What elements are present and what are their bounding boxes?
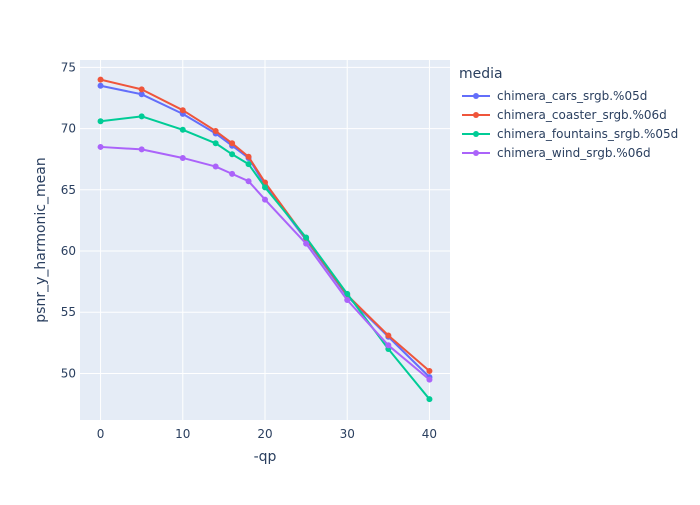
- series-2-point: [426, 368, 433, 375]
- series-4-point: [344, 297, 351, 303]
- legend-label: chimera_fountains_srgb.%05d: [497, 127, 678, 141]
- series-2-point: [245, 153, 252, 160]
- series-2-point: [212, 128, 219, 135]
- series-4-point: [385, 342, 392, 349]
- series-3-point: [262, 184, 268, 191]
- legend-marker: [473, 112, 479, 118]
- series-2-point: [385, 332, 392, 339]
- legend-item-1[interactable]: chimera_cars_srgb.%05d: [462, 89, 647, 103]
- series-2-point: [229, 140, 236, 147]
- series-layer: [97, 76, 433, 403]
- series-3-point: [138, 113, 145, 120]
- grid-lines: [80, 60, 450, 420]
- legend-label: chimera_wind_srgb.%06d: [497, 146, 651, 160]
- series-1-point: [97, 82, 104, 89]
- series-3-point: [245, 161, 252, 168]
- legend-label: chimera_coaster_srgb.%06d: [497, 108, 667, 122]
- legend-label: chimera_cars_srgb.%05d: [497, 89, 647, 103]
- series-4-point: [303, 240, 310, 247]
- series-1-point: [138, 91, 145, 98]
- legend-item-2[interactable]: chimera_coaster_srgb.%06d: [462, 108, 667, 122]
- y-axis-title: psnr_y_harmonic_mean: [33, 157, 49, 322]
- x-tick-label: 20: [257, 427, 272, 441]
- legend-marker: [473, 93, 479, 99]
- series-4-point: [212, 163, 219, 170]
- legend-item-3[interactable]: chimera_fountains_srgb.%05d: [462, 127, 678, 141]
- series-4-point: [229, 170, 236, 177]
- axis-labels: 0 10 20 30 40 50 55 60 65 70 75: [61, 60, 437, 441]
- series-3-point: [179, 126, 186, 133]
- y-tick-label: 60: [61, 244, 76, 258]
- series-4-point: [97, 143, 104, 150]
- legend-marker: [473, 150, 479, 156]
- legend-marker: [473, 131, 479, 137]
- series-4: [97, 143, 433, 383]
- series-4-point: [262, 196, 268, 203]
- series-4-point: [138, 146, 145, 153]
- y-tick-label: 65: [61, 183, 76, 197]
- series-3-point: [426, 396, 433, 403]
- y-tick-label: 55: [61, 305, 76, 319]
- legend-title: media: [459, 66, 503, 82]
- series-3-point: [229, 151, 236, 158]
- legend-item-4[interactable]: chimera_wind_srgb.%06d: [462, 146, 651, 160]
- x-tick-label: 10: [175, 427, 190, 441]
- series-2-point: [97, 76, 104, 83]
- x-tick-label: 40: [422, 427, 437, 441]
- x-tick-label: 0: [97, 427, 105, 441]
- y-tick-label: 75: [61, 60, 76, 74]
- y-tick-label: 50: [61, 366, 76, 380]
- series-4-point: [426, 376, 433, 383]
- series-2-point: [138, 86, 145, 93]
- series-3-point: [303, 234, 310, 241]
- legend: media chimera_cars_srgb.%05d chimera_coas…: [459, 66, 678, 160]
- x-axis-title: -qp: [254, 449, 277, 465]
- series-3-point: [344, 290, 351, 297]
- x-tick-label: 30: [340, 427, 355, 441]
- series-3-point: [212, 140, 219, 147]
- series-3: [97, 113, 433, 403]
- series-2-point: [179, 107, 186, 114]
- series-4-point: [179, 154, 186, 161]
- series-3-point: [97, 118, 104, 125]
- series-4-point: [245, 178, 252, 185]
- y-tick-label: 70: [61, 122, 76, 136]
